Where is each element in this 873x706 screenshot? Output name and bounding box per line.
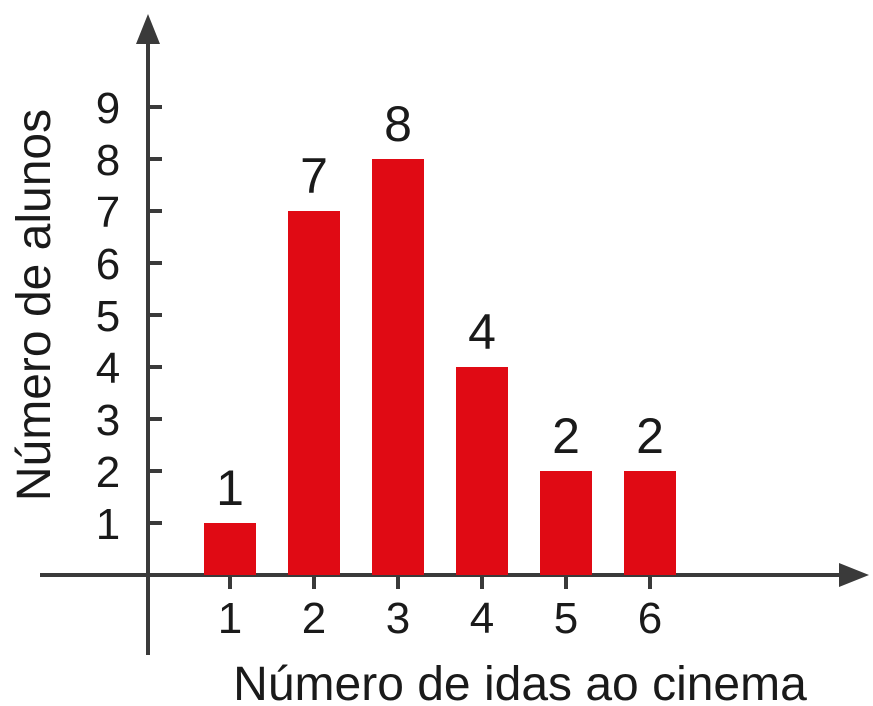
bar — [456, 367, 508, 575]
y-tick-label: 6 — [96, 240, 120, 289]
bar-value-label: 2 — [552, 408, 580, 464]
bars — [204, 159, 676, 575]
bar — [288, 211, 340, 575]
x-axis-ticks: 1 2 3 4 5 6 — [218, 575, 662, 643]
bar-value-label: 4 — [468, 304, 496, 360]
bar — [372, 159, 424, 575]
y-tick-label: 5 — [96, 292, 120, 341]
bar-value-label: 8 — [384, 96, 412, 152]
bar — [204, 523, 256, 575]
x-axis-title: Número de idas ao cinema — [233, 658, 807, 706]
x-tick-label: 4 — [470, 594, 494, 643]
y-tick-label: 1 — [96, 500, 120, 549]
y-tick-label: 8 — [96, 136, 120, 185]
bar-value-label: 2 — [636, 408, 664, 464]
y-tick-label: 3 — [96, 396, 120, 445]
bar-value-label: 7 — [300, 148, 328, 204]
x-tick-label: 3 — [386, 594, 410, 643]
y-tick-label: 9 — [96, 84, 120, 133]
bar-value-label: 1 — [216, 460, 244, 516]
y-tick-label: 7 — [96, 188, 120, 237]
x-tick-label: 1 — [218, 594, 242, 643]
bar — [540, 471, 592, 575]
y-tick-label: 4 — [96, 344, 120, 393]
bar — [624, 471, 676, 575]
x-tick-label: 5 — [554, 594, 578, 643]
y-tick-label: 2 — [96, 448, 120, 497]
x-tick-label: 2 — [302, 594, 326, 643]
y-axis-title: Número de alunos — [8, 109, 61, 501]
x-axis-arrow — [839, 563, 869, 587]
x-tick-label: 6 — [638, 594, 662, 643]
y-axis-arrow — [136, 14, 160, 44]
